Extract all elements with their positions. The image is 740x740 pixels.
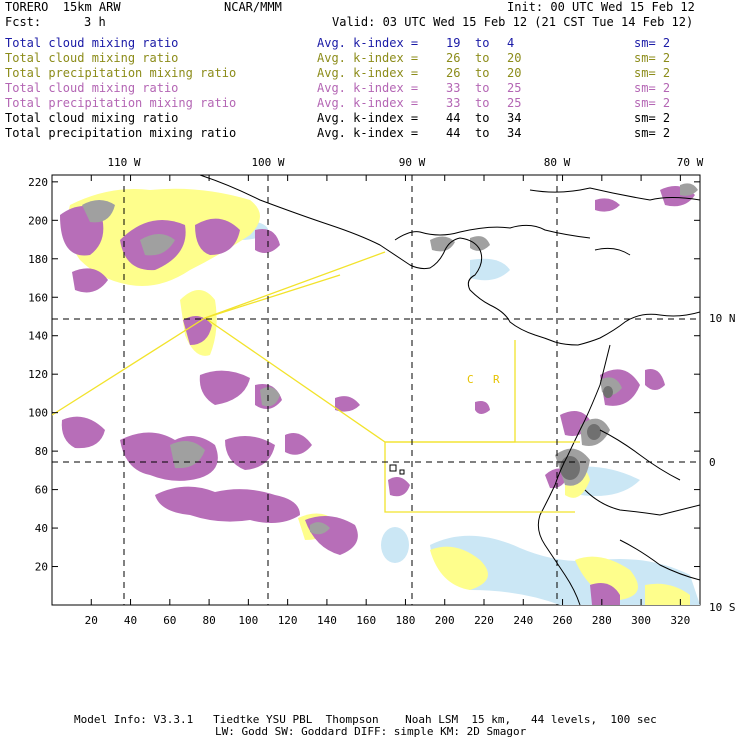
region-label-c: C: [467, 373, 474, 386]
top-longitude-label: 70 W: [677, 156, 704, 169]
legend-field-name: Total cloud mixing ratio: [5, 81, 179, 95]
legend-kindex-from: 44: [446, 111, 461, 125]
left-tick-label: 160: [28, 291, 48, 304]
legend-kindex-to: 25: [507, 96, 522, 110]
legend-kindex-to: 34: [507, 111, 522, 125]
legend-kindex-to: 20: [507, 51, 522, 65]
left-tick-label: 20: [35, 561, 48, 574]
left-tick-label: 60: [35, 484, 48, 497]
right-latitude-label: 0: [709, 456, 716, 469]
bottom-tick-label: 220: [474, 614, 494, 627]
legend-kindex-to: 25: [507, 81, 522, 95]
bottom-tick-label: 260: [553, 614, 573, 627]
legend-smoothing: sm= 2: [634, 51, 671, 65]
bottom-tick-label: 140: [317, 614, 337, 627]
legend-field-name: Total precipitation mixing ratio: [5, 96, 237, 110]
legend-kindex-to-word: to: [475, 96, 490, 110]
model-info-line1: Model Info: V3.3.1 Tiedtke YSU PBL Thomp…: [74, 713, 657, 726]
legend-smoothing: sm= 2: [634, 111, 671, 125]
model-info-line2: LW: Godd SW: Goddard DIFF: simple KM: 2D…: [215, 725, 527, 738]
forecast-label: Fcst:: [5, 15, 42, 29]
legend-kindex-label: Avg. k-index =: [317, 96, 419, 110]
legend-smoothing: sm= 2: [634, 36, 671, 50]
top-longitude-label: 100 W: [251, 156, 284, 169]
coastlines: [199, 175, 700, 605]
bottom-tick-label: 300: [631, 614, 651, 627]
legend-field-name: Total cloud mixing ratio: [5, 36, 179, 50]
legend-field-name: Total cloud mixing ratio: [5, 111, 179, 125]
top-longitude-label: 110 W: [107, 156, 140, 169]
region-boundaries: [52, 251, 580, 513]
legend-kindex-from: 33: [446, 81, 461, 95]
legend-kindex-to: 20: [507, 66, 522, 80]
bottom-tick-label: 240: [513, 614, 533, 627]
top-longitude-label: 90 W: [399, 156, 426, 169]
legend-kindex-label: Avg. k-index =: [317, 36, 419, 50]
legend-kindex-to-word: to: [475, 81, 490, 95]
left-tick-label: 220: [28, 176, 48, 189]
right-latitude-label: 10 N: [709, 312, 736, 325]
left-tick-label: 140: [28, 330, 48, 343]
legend-kindex-from: 19: [446, 36, 461, 50]
bottom-tick-label: 180: [396, 614, 416, 627]
bottom-tick-label: 200: [435, 614, 455, 627]
bottom-tick-label: 280: [592, 614, 612, 627]
lat-lon-grid: [52, 175, 700, 605]
left-tick-label: 40: [35, 522, 48, 535]
legend-kindex-label: Avg. k-index =: [317, 81, 419, 95]
org-label: NCAR/MMM: [224, 0, 282, 14]
legend-kindex-to-word: to: [475, 51, 490, 65]
valid-time: Valid: 03 UTC Wed 15 Feb 12 (21 CST Tue …: [332, 15, 694, 29]
bottom-tick-label: 120: [278, 614, 298, 627]
legend-kindex-to-word: to: [475, 66, 490, 80]
bottom-tick-label: 100: [238, 614, 258, 627]
right-latitude-label: 10 S: [709, 601, 736, 614]
legend-kindex-to-word: to: [475, 36, 490, 50]
init-time: Init: 00 UTC Wed 15 Feb 12: [507, 0, 695, 14]
bottom-tick-label: 60: [163, 614, 176, 627]
bottom-tick-label: 80: [202, 614, 215, 627]
bottom-tick-label: 320: [670, 614, 690, 627]
left-tick-label: 200: [28, 214, 48, 227]
legend-smoothing: sm= 2: [634, 66, 671, 80]
legend-field-name: Total precipitation mixing ratio: [5, 66, 237, 80]
left-tick-label: 100: [28, 407, 48, 420]
bottom-tick-label: 40: [124, 614, 137, 627]
bottom-tick-label: 20: [85, 614, 98, 627]
legend-kindex-label: Avg. k-index =: [317, 66, 419, 80]
top-longitude-label: 80 W: [544, 156, 571, 169]
left-tick-label: 120: [28, 368, 48, 381]
left-tick-label: 80: [35, 445, 48, 458]
legend-smoothing: sm= 2: [634, 81, 671, 95]
legend-kindex-label: Avg. k-index =: [317, 111, 419, 125]
legend-kindex-to-word: to: [475, 126, 490, 140]
legend-field-name: Total precipitation mixing ratio: [5, 126, 237, 140]
legend-kindex-to-word: to: [475, 111, 490, 125]
legend-kindex-from: 44: [446, 126, 461, 140]
region-label-r: R: [493, 373, 500, 386]
bottom-tick-label: 160: [356, 614, 376, 627]
legend-kindex-to: 4: [507, 36, 515, 50]
legend-kindex-from: 33: [446, 96, 461, 110]
legend-smoothing: sm= 2: [634, 96, 671, 110]
legend-kindex-label: Avg. k-index =: [317, 126, 419, 140]
legend-kindex-from: 26: [446, 66, 461, 80]
legend-smoothing: sm= 2: [634, 126, 671, 140]
legend-kindex-to: 34: [507, 126, 522, 140]
legend-kindex-from: 26: [446, 51, 461, 65]
legend-field-name: Total cloud mixing ratio: [5, 51, 179, 65]
model-name: TORERO 15km ARW: [5, 0, 121, 14]
legend-kindex-label: Avg. k-index =: [317, 51, 419, 65]
forecast-hours: 3 h: [84, 15, 106, 29]
left-tick-label: 180: [28, 253, 48, 266]
axes: 20 40 60 80 100 120 140 160 180 200 220 20 40 60 80 100…: [28, 156, 735, 627]
